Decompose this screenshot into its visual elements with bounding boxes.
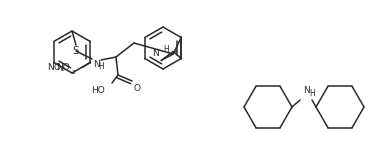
- Text: N: N: [93, 60, 100, 69]
- Text: N: N: [303, 86, 309, 95]
- Text: 2: 2: [71, 70, 75, 75]
- Text: NO: NO: [57, 63, 70, 72]
- Text: S: S: [73, 46, 79, 56]
- Text: N: N: [152, 49, 159, 58]
- Text: O: O: [134, 84, 141, 93]
- Text: H: H: [98, 62, 104, 71]
- Text: H: H: [309, 89, 315, 98]
- Text: H: H: [163, 46, 169, 55]
- Text: HO: HO: [91, 86, 105, 95]
- Text: $\mathregular{NO_2}$: $\mathregular{NO_2}$: [47, 61, 66, 74]
